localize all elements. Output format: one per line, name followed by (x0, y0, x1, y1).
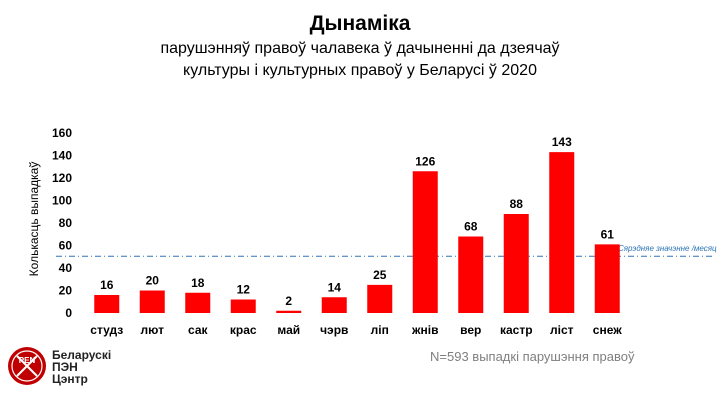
bar-сак (185, 292, 211, 313)
data-label-жнів: 126 (415, 154, 435, 168)
data-label-кастр: 88 (510, 197, 524, 211)
chart-subtitle-line2: культуры і культурных правоў у Беларусі … (183, 62, 537, 79)
logo-line3: Цэнтр (52, 372, 88, 386)
x-tick-label: сак (188, 323, 208, 337)
bar-ліст (549, 152, 575, 313)
bar-чэрв (321, 297, 347, 313)
average-reference-label: Сярэдняе значэнне /месяц (618, 244, 717, 253)
y-tick-label: 0 (65, 306, 72, 320)
bar-снеж (594, 244, 620, 313)
bar-май (276, 310, 302, 313)
y-tick-label: 60 (59, 239, 73, 253)
data-label-сак: 18 (191, 276, 205, 290)
y-tick-label: 20 (59, 284, 73, 298)
bar-жнів (412, 171, 438, 313)
y-axis-label: Колькасць выпадкаў (27, 162, 41, 277)
x-tick-label: студз (90, 323, 123, 337)
x-tick-label: чэрв (320, 323, 348, 337)
data-label-ліст: 143 (552, 135, 572, 149)
bar-крас (230, 299, 256, 313)
data-label-лют: 20 (146, 274, 160, 288)
y-tick-label: 80 (59, 216, 73, 230)
y-tick-label: 40 (59, 261, 73, 275)
x-tick-label: май (277, 323, 300, 337)
data-label-крас: 12 (237, 283, 251, 297)
chart-title: Дынаміка (309, 12, 411, 35)
bar-лют (139, 290, 165, 313)
x-tick-label: снеж (593, 323, 622, 337)
logo-line1: Беларускі (52, 348, 112, 362)
logo-badge-text: PEN (19, 356, 36, 365)
data-label-снеж: 61 (601, 227, 615, 241)
x-tick-label: кастр (500, 323, 533, 337)
data-label-чэрв: 14 (328, 280, 342, 294)
bar-студз (94, 295, 120, 313)
sample-size-note: N=593 выпадкі парушэння правоў (430, 349, 635, 364)
y-tick-label: 100 (52, 194, 72, 208)
data-label-май: 2 (285, 294, 292, 308)
logo-text: Беларускі ПЭН Цэнтр (52, 349, 111, 385)
data-label-ліп: 25 (373, 268, 387, 282)
y-tick-label: 160 (52, 126, 72, 140)
y-tick-label: 120 (52, 171, 72, 185)
chart-subtitle-line1: парушэнняў правоў чалавека ў дачыненні д… (160, 40, 560, 57)
x-tick-label: ліст (550, 323, 574, 337)
bar-ліп (367, 284, 393, 313)
bar-вер (458, 236, 484, 313)
pen-logo-icon: PEN (8, 347, 46, 385)
data-label-студз: 16 (100, 278, 114, 292)
x-tick-label: лют (141, 323, 165, 337)
x-tick-label: жнів (411, 323, 438, 337)
y-tick-label: 140 (52, 149, 72, 163)
x-tick-label: вер (460, 323, 481, 337)
logo-line2: ПЭН (52, 360, 78, 374)
x-tick-label: крас (230, 323, 257, 337)
bar-кастр (503, 214, 529, 313)
data-label-вер: 68 (464, 220, 478, 234)
x-tick-label: ліп (371, 323, 389, 337)
